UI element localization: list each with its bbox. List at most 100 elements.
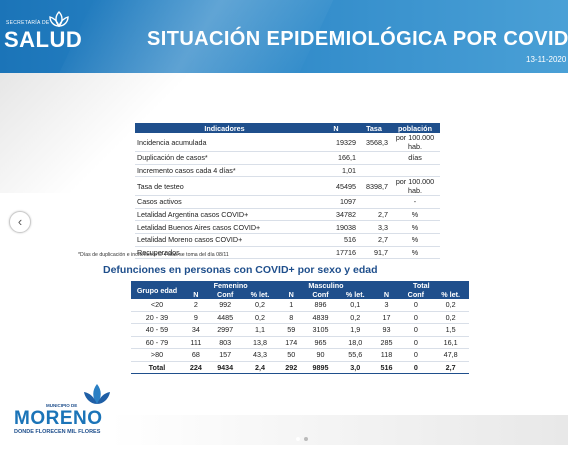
value-cell: 285 bbox=[373, 336, 400, 349]
chevron-left-icon: ‹ bbox=[17, 214, 23, 229]
indicator-label: Tasa de testeo bbox=[135, 176, 314, 197]
carousel-prev-button[interactable]: ‹ bbox=[9, 211, 31, 233]
pager-dot[interactable] bbox=[304, 437, 308, 441]
table-row: Incremento casos cada 4 días* 1,01 bbox=[135, 164, 440, 178]
table-row: Casos activos 1097 - bbox=[135, 195, 440, 209]
moreno-muni-label: MUNICIPIO DE bbox=[46, 403, 78, 408]
sub-header: % let. bbox=[432, 290, 469, 299]
table-row: Letalidad Argentina casos COVID+ 34782 2,7… bbox=[135, 208, 440, 222]
moreno-tagline: DONDE FLORECEN MIL FLORES bbox=[14, 429, 101, 435]
flower-logo-icon bbox=[84, 384, 110, 404]
table-row: Tasa de testeo 45495 8398,7 por 100.000 hab… bbox=[135, 176, 440, 197]
indicator-n: 1097 bbox=[314, 195, 358, 209]
table-row: <20 2 992 0,2 1 896 0,1 3 0 0,2 bbox=[131, 299, 469, 312]
sub-header: Conf bbox=[399, 290, 433, 299]
indicator-tasa: 91,7 bbox=[358, 246, 390, 260]
sub-header: % let. bbox=[241, 290, 279, 299]
value-cell: 0,2 bbox=[336, 311, 374, 324]
indicator-label: Incremento casos cada 4 días* bbox=[135, 164, 314, 178]
indicators-table: Indicadores N Tasa población Incidencia … bbox=[135, 123, 440, 260]
value-cell: 0 bbox=[399, 323, 433, 337]
value-cell: 68 bbox=[183, 348, 209, 362]
total-value: 3,0 bbox=[336, 360, 374, 374]
indicator-n: 166,1 bbox=[314, 151, 358, 165]
value-cell: 59 bbox=[278, 323, 305, 337]
col-masculino: Masculino bbox=[278, 281, 374, 290]
value-cell: 16,1 bbox=[432, 336, 469, 349]
value-cell: 0,2 bbox=[432, 311, 469, 324]
table-row: 20 - 39 9 4485 0,2 8 4839 0,2 17 0 0,2 bbox=[131, 311, 469, 324]
age-group-cell: 60 - 79 bbox=[131, 336, 183, 349]
value-cell: 896 bbox=[304, 299, 337, 312]
total-value: 9434 bbox=[208, 360, 242, 374]
moreno-name: MORENO bbox=[14, 408, 103, 429]
indicator-poblacion: - bbox=[390, 195, 440, 209]
indicator-n: 34782 bbox=[314, 208, 358, 222]
footnote: *Días de duplicación e incremento c/ 4 d… bbox=[78, 252, 229, 258]
age-group-cell: <20 bbox=[131, 299, 183, 312]
indicator-tasa: 2,7 bbox=[358, 208, 390, 222]
value-cell: 965 bbox=[304, 336, 337, 349]
value-cell: 803 bbox=[208, 336, 242, 349]
value-cell: 1 bbox=[278, 299, 305, 312]
value-cell: 157 bbox=[208, 348, 242, 362]
table-row: Letalidad Moreno casos COVID+ 516 2,7% bbox=[135, 233, 440, 247]
deaths-table: Grupo edad Femenino Masculino Total N Con… bbox=[131, 281, 469, 374]
pager-dot[interactable] bbox=[296, 437, 300, 441]
logo-secretaria-label: SECRETARÍA DE bbox=[6, 20, 50, 26]
value-cell: 0 bbox=[399, 299, 433, 312]
indicator-n: 1,01 bbox=[314, 164, 358, 178]
carousel-pager[interactable] bbox=[294, 428, 310, 446]
value-cell: 3 bbox=[373, 299, 400, 312]
sub-header: N bbox=[183, 290, 209, 299]
value-cell: 1,5 bbox=[432, 323, 469, 337]
table-row: Letalidad Buenos Aires casos COVID+ 19038… bbox=[135, 220, 440, 234]
value-cell: 0 bbox=[399, 336, 433, 349]
indicator-label: Recuperados bbox=[135, 246, 314, 260]
value-cell: 0,2 bbox=[241, 299, 279, 312]
value-cell: 0 bbox=[399, 311, 433, 324]
col-grupo-edad: Grupo edad bbox=[131, 281, 183, 299]
value-cell: 0,2 bbox=[241, 311, 279, 324]
total-value: 9895 bbox=[304, 360, 337, 374]
col-femenino: Femenino bbox=[183, 281, 279, 290]
indicator-tasa bbox=[358, 151, 390, 165]
total-label: Total bbox=[131, 360, 183, 374]
indicator-n: 19038 bbox=[314, 220, 358, 234]
indicator-tasa: 2,7 bbox=[358, 233, 390, 247]
value-cell: 0,1 bbox=[336, 299, 374, 312]
age-group-cell: 40 - 59 bbox=[131, 323, 183, 337]
value-cell: 55,6 bbox=[336, 348, 374, 362]
col-tasa: Tasa bbox=[358, 123, 390, 133]
sub-header: % let. bbox=[336, 290, 374, 299]
table-row: >80 68 157 43,3 50 90 55,6 118 0 47,8 bbox=[131, 348, 469, 362]
page-title: SITUACIÓN EPIDEMIOLÓGICA POR COVID-19 bbox=[147, 28, 568, 50]
col-poblacion: población bbox=[390, 123, 440, 133]
indicator-label: Letalidad Argentina casos COVID+ bbox=[135, 208, 314, 222]
indicator-n: 19329 bbox=[314, 133, 358, 152]
indicator-tasa: 8398,7 bbox=[358, 176, 390, 197]
value-cell: 1,1 bbox=[241, 323, 279, 337]
value-cell: 4485 bbox=[208, 311, 242, 324]
report-date: 13-11-2020 bbox=[526, 55, 567, 64]
total-value: 0 bbox=[399, 360, 433, 374]
value-cell: 43,3 bbox=[241, 348, 279, 362]
col-n: N bbox=[314, 123, 358, 133]
age-group-cell: 20 - 39 bbox=[131, 311, 183, 324]
table-row: Recuperados 17716 91,7% bbox=[135, 246, 440, 260]
age-group-cell: >80 bbox=[131, 348, 183, 362]
value-cell: 9 bbox=[183, 311, 209, 324]
sub-header: Conf bbox=[304, 290, 337, 299]
moreno-logo: MUNICIPIO DE MORENO DONDE FLORECEN MIL F… bbox=[12, 382, 112, 442]
indicator-label: Letalidad Moreno casos COVID+ bbox=[135, 233, 314, 247]
total-value: 292 bbox=[278, 360, 305, 374]
indicator-poblacion: % bbox=[390, 233, 440, 247]
sub-header: N bbox=[278, 290, 305, 299]
value-cell: 2 bbox=[183, 299, 209, 312]
indicator-poblacion bbox=[390, 164, 440, 178]
indicator-n: 17716 bbox=[314, 246, 358, 260]
table-row: Incidencia acumulada 19329 3568,3 por 100.0… bbox=[135, 133, 440, 152]
value-cell: 90 bbox=[304, 348, 337, 362]
indicator-label: Letalidad Buenos Aires casos COVID+ bbox=[135, 220, 314, 234]
indicator-label: Incidencia acumulada bbox=[135, 133, 314, 152]
